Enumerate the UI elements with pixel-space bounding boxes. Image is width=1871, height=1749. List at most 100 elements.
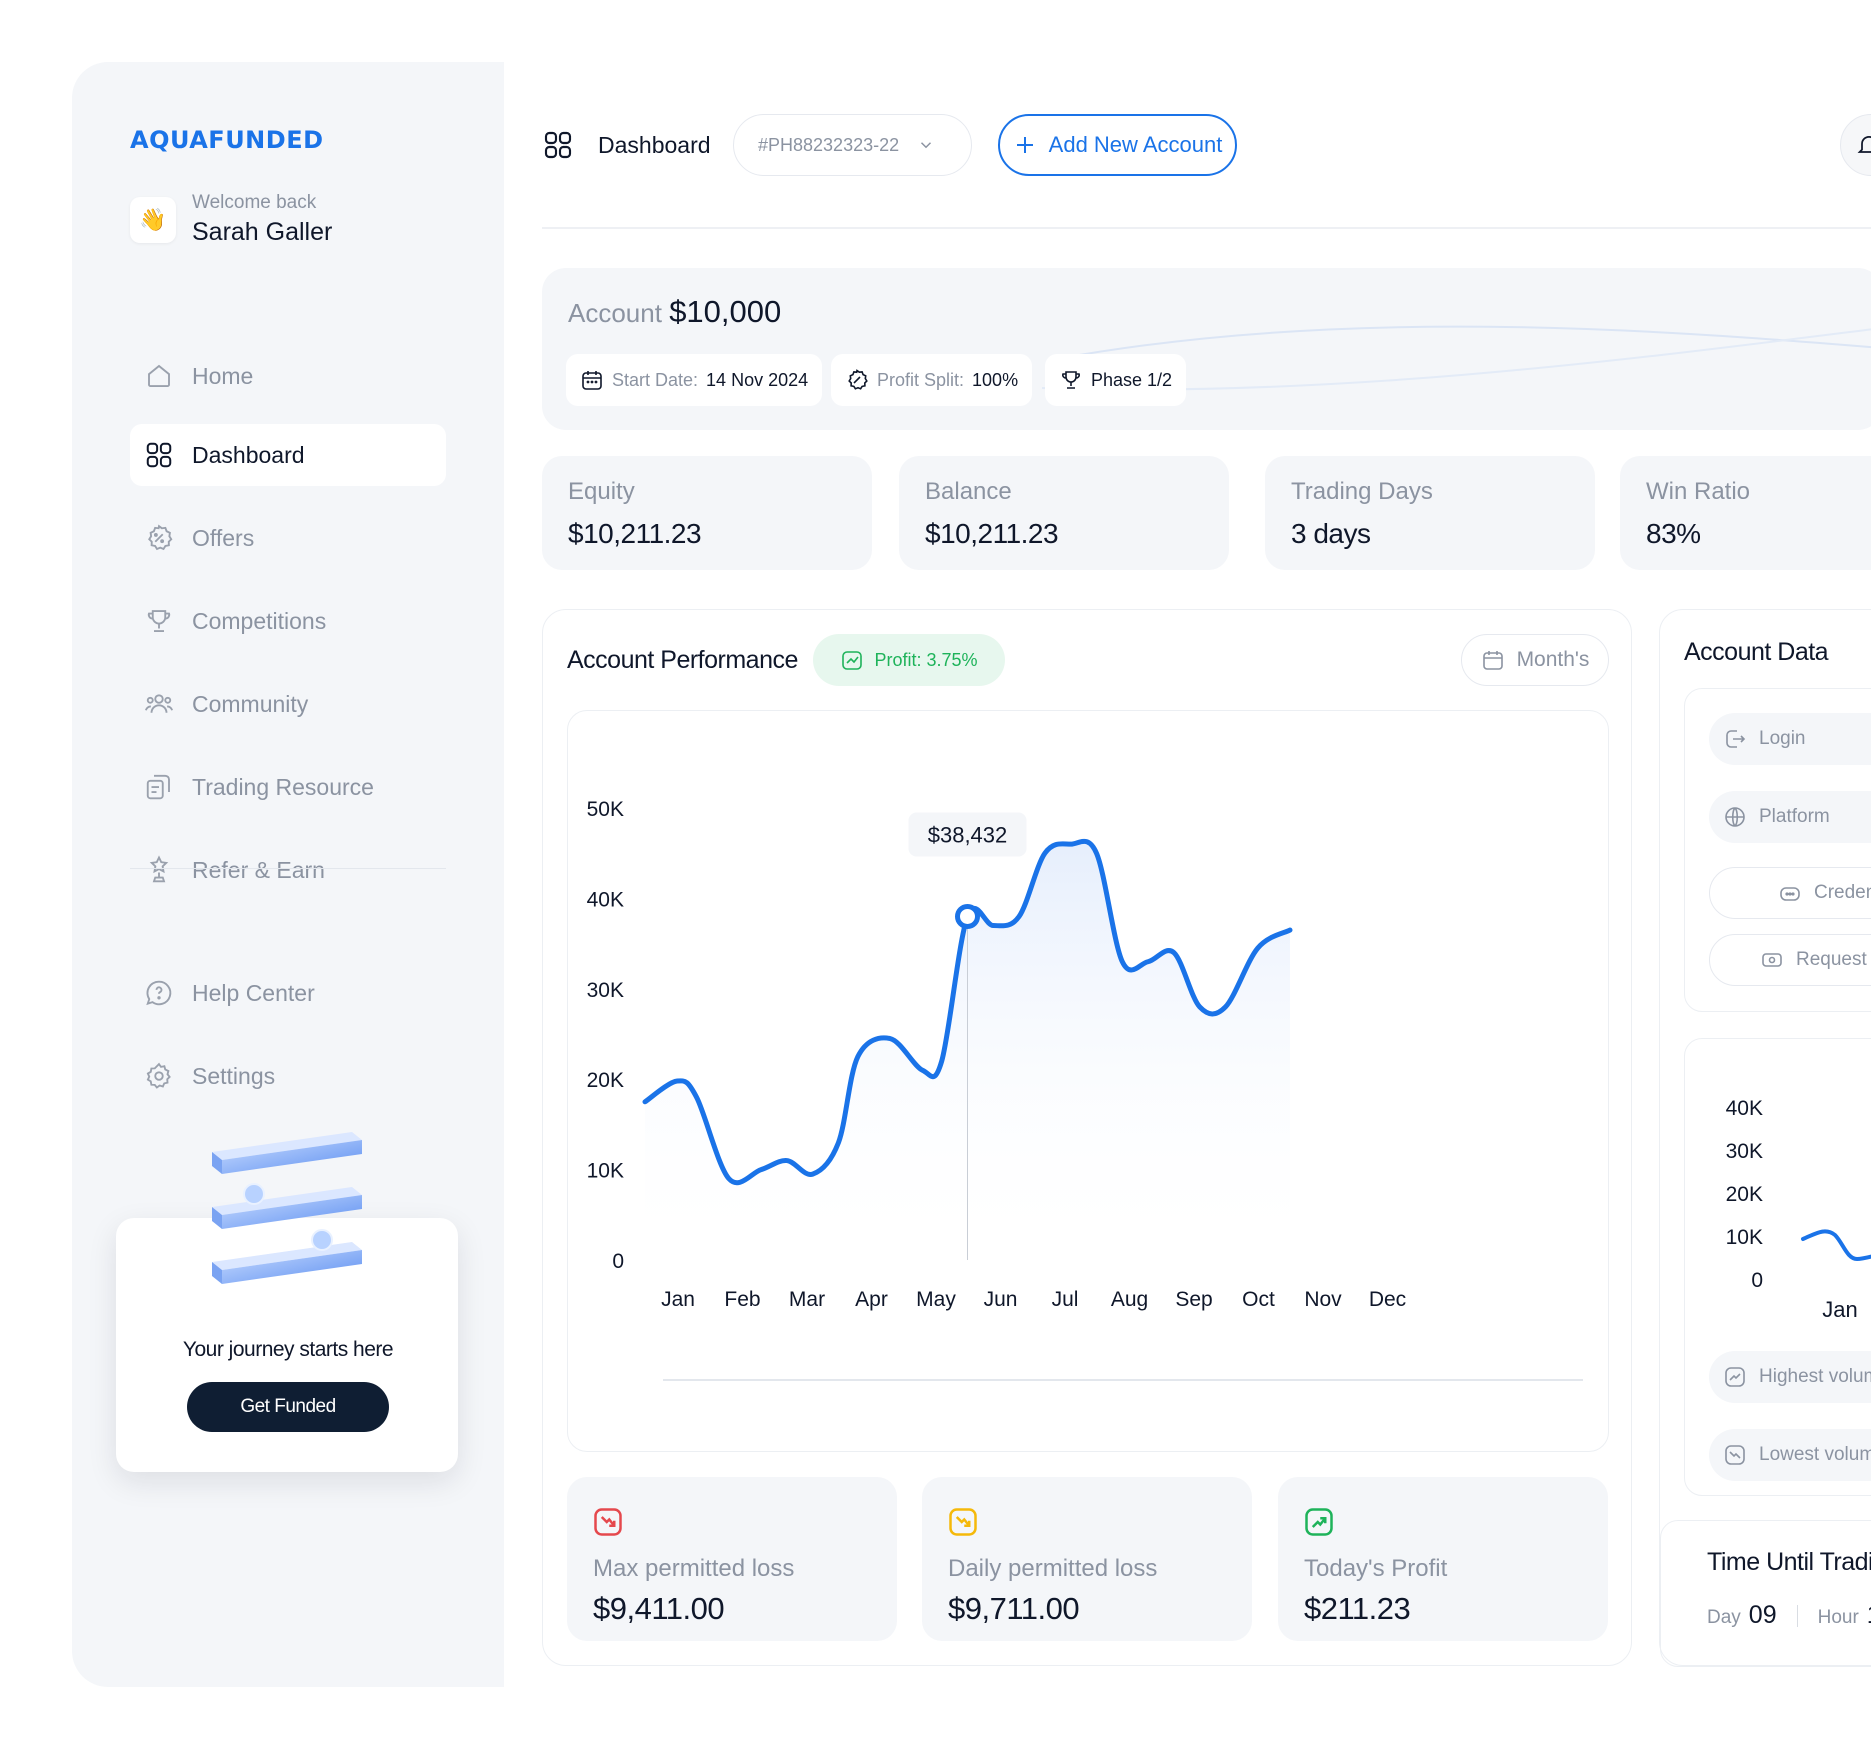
sidebar-item-home[interactable]: Home: [130, 345, 446, 407]
request-payout-button[interactable]: Request Payout: [1709, 934, 1871, 986]
highest-volume-button[interactable]: Highest volume: [1709, 1351, 1871, 1403]
welcome-text: Welcome back: [192, 192, 317, 213]
home-icon: [148, 364, 170, 387]
page-title: Dashboard: [598, 132, 711, 158]
daily-permitted-loss-card: Daily permitted loss $9,711.00: [922, 1477, 1252, 1641]
login-button[interactable]: Login: [1709, 713, 1871, 765]
account-banner: Account $10,000 Start Date: 14 Nov 2024 …: [542, 268, 1871, 430]
y-tick-label: 40K: [587, 888, 624, 911]
sidebar-item-trading-resource[interactable]: Trading Resource: [130, 756, 446, 818]
account-select[interactable]: #PH88232323-22: [733, 114, 972, 176]
sidebar-item-competitions[interactable]: Competitions: [130, 590, 446, 652]
x-tick-label: Feb: [724, 1288, 760, 1311]
add-button-label: Add New Account: [1048, 132, 1223, 157]
performance-chart: 0 10K 20K 30K 40K 50K Jan Feb Mar Apr May Jun Jul Au…: [567, 710, 1609, 1452]
sidebar-item-label: Trading Resource: [192, 773, 374, 800]
sidebar-item-community[interactable]: Community: [130, 673, 446, 735]
button-label: Highest volume: [1759, 1366, 1871, 1387]
tooltip-marker[interactable]: [955, 903, 980, 929]
trend-down-icon: [949, 1508, 977, 1536]
countdown-separator: [1796, 1604, 1798, 1627]
period-select[interactable]: Month's: [1461, 634, 1609, 686]
x-tick-label: Jul: [1052, 1288, 1079, 1311]
plus-icon: [1016, 137, 1033, 153]
max-permitted-loss-card: Max permitted loss $9,411.00: [567, 1477, 897, 1641]
stat-label: Trading Days: [1291, 478, 1433, 505]
day-label: Day: [1707, 1607, 1741, 1628]
payout-icon: [1762, 953, 1782, 967]
lowest-volume-button[interactable]: Lowest volume: [1709, 1429, 1871, 1481]
key-icon: [1780, 887, 1800, 901]
limit-value: $9,711.00: [948, 1591, 1080, 1626]
start-date-label: Start Date:: [612, 369, 699, 390]
y-tick-label: 0: [612, 1250, 624, 1273]
chart-up-icon: [842, 651, 863, 670]
limit-value: $211.23: [1304, 1591, 1411, 1626]
profit-badge-label: Profit: 3.75%: [874, 649, 978, 670]
y-tick-label: 50K: [587, 798, 624, 821]
account-label: Account: [568, 298, 662, 328]
y-tick-label: 30K: [587, 979, 624, 1002]
globe-icon: [1725, 807, 1745, 827]
sidebar-item-offers[interactable]: Offers: [130, 507, 446, 569]
x-tick-label: Nov: [1304, 1288, 1342, 1311]
get-funded-button[interactable]: Get Funded: [187, 1382, 389, 1432]
sidebar-item-dashboard[interactable]: Dashboard: [130, 424, 446, 486]
y-tick-label: 20K: [587, 1069, 624, 1092]
sidebar-item-label: Home: [192, 362, 254, 389]
y-tick-label: 20K: [1726, 1183, 1763, 1206]
stat-value: 83%: [1646, 518, 1701, 549]
performance-title: Account Performance: [567, 646, 798, 674]
todays-profit-card: Today's Profit $211.23: [1278, 1477, 1608, 1641]
trophy-icon: [147, 610, 171, 632]
x-tick-label: May: [916, 1288, 956, 1311]
account-data-title: Account Data: [1684, 638, 1829, 666]
stat-equity: Equity $10,211.23: [542, 456, 872, 570]
trend-down-icon: [594, 1508, 622, 1536]
sidebar-item-label: Dashboard: [192, 441, 305, 468]
sidebar-item-settings[interactable]: Settings: [130, 1045, 446, 1107]
button-label: Platform: [1759, 806, 1830, 827]
limit-label: Max permitted loss: [593, 1555, 795, 1582]
sidebar-item-label: Refer & Earn: [192, 856, 325, 883]
header-divider: [542, 227, 1871, 229]
sidebar-item-label: Settings: [192, 1062, 276, 1089]
account-id: #PH88232323-22: [758, 134, 900, 155]
sidebar-item-label: Community: [192, 690, 309, 717]
phase-chip: Phase 1/2: [1045, 354, 1187, 406]
gear-icon: [146, 1062, 171, 1089]
user-profile[interactable]: 👋 Welcome back Sarah Galler: [130, 192, 332, 247]
time-until-trading-title: Time Until Trading: [1707, 1548, 1871, 1576]
sidebar-item-help-center[interactable]: Help Center: [130, 962, 446, 1024]
trend-up-icon: [1305, 1508, 1333, 1536]
sidebar-item-label: Competitions: [192, 607, 327, 634]
stat-value: 3 days: [1291, 518, 1371, 549]
button-label: Lowest volume: [1759, 1444, 1871, 1465]
start-date-chip: Start Date: 14 Nov 2024: [566, 354, 823, 406]
promo-text: Your journey starts here: [182, 1338, 394, 1361]
limit-label: Today's Profit: [1304, 1555, 1448, 1582]
phase-value: Phase 1/2: [1091, 369, 1173, 390]
calendar-icon: [582, 371, 602, 390]
chevron-down-icon: [921, 142, 932, 149]
brand-logo[interactable]: AQUAFUNDED: [130, 126, 324, 154]
credentials-button[interactable]: Credentials: [1709, 867, 1871, 919]
add-new-account-button[interactable]: Add New Account: [998, 114, 1237, 176]
account-amount: $10,000: [669, 294, 782, 329]
time-until-trading-card: [1660, 1520, 1871, 1667]
line-chart: 0 10K 20K 30K 40K 50K Jan Feb Mar Apr May Jun Jul Au…: [587, 798, 1583, 1381]
notification-button[interactable]: [1840, 114, 1871, 176]
platform-button[interactable]: Platform: [1709, 791, 1871, 843]
x-tick-label: Jun: [984, 1288, 1018, 1311]
x-tick-label: Oct: [1242, 1288, 1275, 1311]
percent-badge-icon: [148, 524, 173, 551]
stat-label: Win Ratio: [1646, 478, 1751, 505]
sidebar-item-refer-earn[interactable]: Refer & Earn: [130, 839, 446, 901]
x-tick-label: Jan: [661, 1288, 695, 1311]
promo-illustration: [212, 1132, 362, 1284]
x-tick-label: Mar: [789, 1288, 825, 1311]
stat-label: Equity: [568, 478, 635, 505]
day-value: 09: [1748, 1601, 1777, 1629]
limit-label: Daily permitted loss: [948, 1555, 1158, 1582]
tooltip-value: $38,432: [928, 822, 1008, 847]
